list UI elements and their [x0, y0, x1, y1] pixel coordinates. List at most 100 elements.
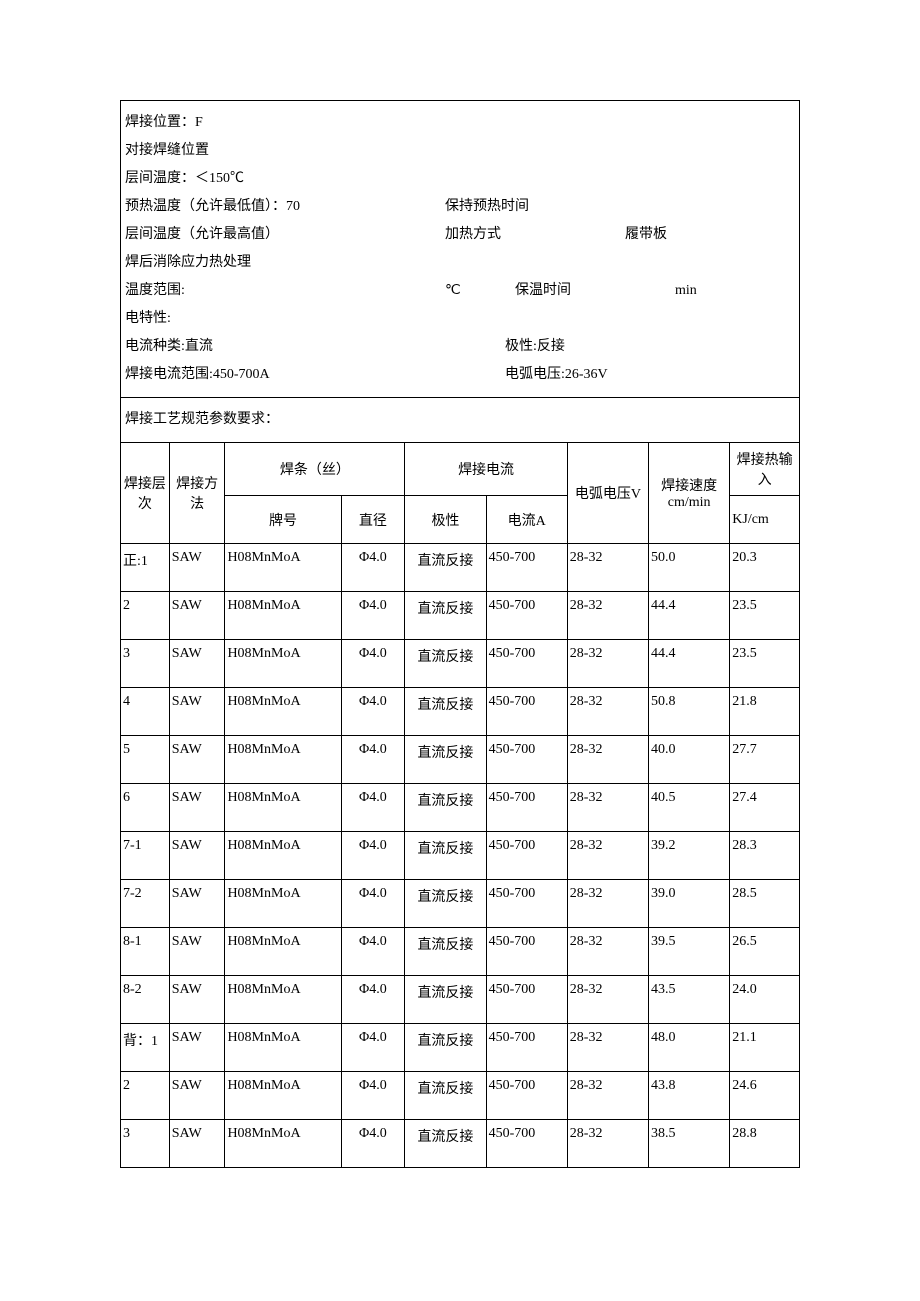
- hold-time-label: 保温时间: [515, 277, 675, 305]
- hold-time-unit: min: [675, 277, 697, 305]
- cell-polar: 直流反接: [405, 976, 486, 1024]
- table-row: 8-1SAWH08MnMoAΦ4.0直流反接450-70028-3239.526…: [121, 928, 800, 976]
- cell-brand: H08MnMoA: [225, 544, 341, 592]
- cell-dia: Φ4.0: [341, 544, 405, 592]
- polarity: 极性:反接: [505, 333, 565, 361]
- current-range: 焊接电流范围:450-700A: [125, 361, 505, 389]
- table-row: 4SAWH08MnMoAΦ4.0直流反接450-70028-3250.821.8: [121, 688, 800, 736]
- heating-method-label: 加热方式: [445, 221, 625, 249]
- cell-current: 450-700: [486, 784, 567, 832]
- current-type-value: 直流: [185, 339, 213, 354]
- cell-layer: 3: [121, 1120, 170, 1168]
- cell-current: 450-700: [486, 1024, 567, 1072]
- th-heat-input: 焊接热输入: [730, 443, 800, 496]
- cell-speed: 44.4: [649, 592, 730, 640]
- cell-voltage: 28-32: [567, 1072, 648, 1120]
- polarity-value: 反接: [537, 339, 565, 354]
- spec-title: 焊接工艺规范参数要求：: [125, 412, 279, 427]
- cell-dia: Φ4.0: [341, 832, 405, 880]
- cell-voltage: 28-32: [567, 1120, 648, 1168]
- table-body: 正:1SAWH08MnMoAΦ4.0直流反接450-70028-3250.020…: [121, 544, 800, 1168]
- cell-polar: 直流反接: [405, 1120, 486, 1168]
- cell-layer: 7-2: [121, 880, 170, 928]
- cell-method: SAW: [169, 592, 225, 640]
- th-current-a: 电流A: [486, 496, 567, 544]
- weld-position-value: F: [195, 115, 203, 130]
- interlayer-max-label: 层间温度（允许最高值）: [125, 221, 445, 249]
- cell-method: SAW: [169, 976, 225, 1024]
- heating-method-value: 履带板: [625, 221, 805, 249]
- cell-polar: 直流反接: [405, 1024, 486, 1072]
- table-row: 3SAWH08MnMoAΦ4.0直流反接450-70028-3238.528.8: [121, 1120, 800, 1168]
- cell-heat: 21.1: [730, 1024, 800, 1072]
- cell-current: 450-700: [486, 688, 567, 736]
- cell-heat: 23.5: [730, 592, 800, 640]
- cell-method: SAW: [169, 736, 225, 784]
- cell-current: 450-700: [486, 1072, 567, 1120]
- cell-method: SAW: [169, 640, 225, 688]
- cell-layer: 6: [121, 784, 170, 832]
- cell-speed: 39.5: [649, 928, 730, 976]
- cell-speed: 50.0: [649, 544, 730, 592]
- weld-position: 焊接位置：F: [125, 109, 203, 137]
- table-header-row1: 焊接层次 焊接方法 焊条（丝） 焊接电流 电弧电压V 焊接速度cm/min 焊接…: [121, 443, 800, 496]
- interlayer-temp-value: ＜150℃: [195, 171, 244, 186]
- table-row: 3SAWH08MnMoAΦ4.0直流反接450-70028-3244.423.5: [121, 640, 800, 688]
- cell-speed: 40.0: [649, 736, 730, 784]
- temp-range: 温度范围:: [125, 277, 445, 305]
- cell-voltage: 28-32: [567, 544, 648, 592]
- cell-current: 450-700: [486, 736, 567, 784]
- cell-voltage: 28-32: [567, 640, 648, 688]
- cell-dia: Φ4.0: [341, 1120, 405, 1168]
- table-row: 7-1SAWH08MnMoAΦ4.0直流反接450-70028-3239.228…: [121, 832, 800, 880]
- cell-voltage: 28-32: [567, 688, 648, 736]
- cell-brand: H08MnMoA: [225, 1120, 341, 1168]
- weld-position-label: 焊接位置：: [125, 115, 195, 130]
- electrical-label: 电特性:: [125, 305, 171, 333]
- cell-voltage: 28-32: [567, 1024, 648, 1072]
- cell-layer: 4: [121, 688, 170, 736]
- cell-current: 450-700: [486, 592, 567, 640]
- cell-polar: 直流反接: [405, 1072, 486, 1120]
- cell-dia: Φ4.0: [341, 928, 405, 976]
- pwht-label: 焊后消除应力热处理: [125, 249, 251, 277]
- cell-voltage: 28-32: [567, 976, 648, 1024]
- cell-method: SAW: [169, 928, 225, 976]
- cell-brand: H08MnMoA: [225, 736, 341, 784]
- cell-layer: 背：1: [121, 1024, 170, 1072]
- arc-voltage-label: 电弧电压:: [505, 367, 565, 382]
- th-brand: 牌号: [225, 496, 341, 544]
- cell-dia: Φ4.0: [341, 592, 405, 640]
- cell-speed: 43.8: [649, 1072, 730, 1120]
- cell-dia: Φ4.0: [341, 976, 405, 1024]
- cell-heat: 28.3: [730, 832, 800, 880]
- cell-brand: H08MnMoA: [225, 928, 341, 976]
- interlayer-temp: 层间温度：＜150℃: [125, 165, 244, 193]
- cell-polar: 直流反接: [405, 592, 486, 640]
- th-wire: 焊条（丝）: [225, 443, 405, 496]
- cell-voltage: 28-32: [567, 832, 648, 880]
- cell-heat: 20.3: [730, 544, 800, 592]
- cell-heat: 24.6: [730, 1072, 800, 1120]
- cell-heat: 24.0: [730, 976, 800, 1024]
- cell-current: 450-700: [486, 832, 567, 880]
- cell-brand: H08MnMoA: [225, 832, 341, 880]
- butt-weld-position: 对接焊缝位置: [125, 137, 209, 165]
- current-type-label: 电流种类:: [125, 339, 185, 354]
- cell-current: 450-700: [486, 880, 567, 928]
- cell-dia: Φ4.0: [341, 688, 405, 736]
- cell-speed: 50.8: [649, 688, 730, 736]
- table-row: 2SAWH08MnMoAΦ4.0直流反接450-70028-3243.824.6: [121, 1072, 800, 1120]
- th-heat-unit: KJ/cm: [730, 496, 800, 544]
- cell-voltage: 28-32: [567, 736, 648, 784]
- th-method: 焊接方法: [169, 443, 225, 544]
- cell-speed: 44.4: [649, 640, 730, 688]
- cell-layer: 8-2: [121, 976, 170, 1024]
- temp-range-label: 温度范围:: [125, 283, 185, 298]
- arc-voltage: 电弧电压:26-36V: [505, 361, 608, 389]
- cell-speed: 43.5: [649, 976, 730, 1024]
- cell-method: SAW: [169, 1024, 225, 1072]
- cell-brand: H08MnMoA: [225, 1024, 341, 1072]
- cell-current: 450-700: [486, 976, 567, 1024]
- cell-method: SAW: [169, 544, 225, 592]
